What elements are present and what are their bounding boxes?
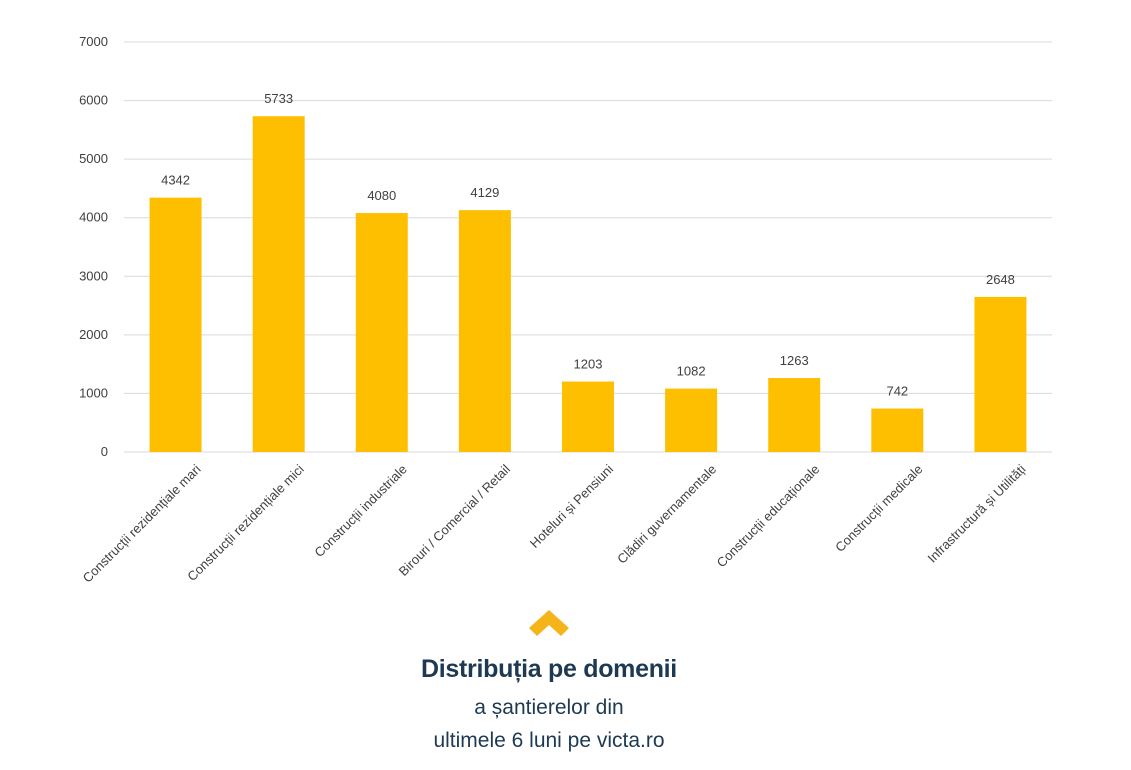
data-labels: 4342 5733 4080 4129 1203 1082 1263 742 2648: [161, 91, 1015, 398]
category-label: Construcții rezidențiale mici: [184, 461, 307, 584]
category-label: Birouri / Comercial / Retail: [396, 461, 513, 578]
bar: [871, 408, 924, 452]
category-label: Hoteluri și Pensiuni: [527, 461, 616, 550]
category-label: Infrastructură și Utilități: [924, 461, 1028, 565]
bar: [355, 213, 408, 452]
data-label: 5733: [264, 91, 293, 106]
y-tick-label: 7000: [79, 34, 108, 49]
bar: [458, 210, 511, 452]
caption-title: Distribuția pe domenii: [421, 655, 677, 683]
category-label: Clădiri guvernamentale: [614, 462, 719, 567]
data-label: 742: [886, 384, 908, 399]
bar-chart: 0 1000 2000 3000 4000 5000 6000 7000 4342 5733 40…: [79, 34, 1052, 586]
data-label: 4342: [161, 173, 190, 188]
x-axis-categories: Construcții rezidențiale mariConstrucții…: [80, 461, 1029, 585]
y-tick-label: 5000: [79, 151, 108, 166]
data-label: 4080: [367, 188, 396, 203]
bar: [665, 388, 718, 452]
data-label: 1263: [780, 353, 809, 368]
bar: [562, 381, 614, 452]
bar: [768, 378, 821, 452]
category-label: Construcții educaționale: [714, 462, 823, 571]
category-label: Construcții industriale: [311, 462, 409, 560]
bars: [149, 116, 1027, 453]
bar: [149, 197, 202, 452]
category-label: Construcții rezidențiale mari: [80, 461, 204, 585]
category-label: Construcții medicale: [832, 462, 925, 555]
bar: [252, 116, 305, 453]
caption-subtitle-line1: a șantierelor din: [474, 696, 624, 719]
data-label: 4129: [470, 185, 499, 200]
y-tick-label: 2000: [79, 327, 108, 342]
caption-subtitle-line2: ultimele 6 luni pe victa.ro: [433, 729, 665, 752]
y-axis-ticks: 0 1000 2000 3000 4000 5000 6000 7000: [79, 34, 108, 459]
data-label: 1082: [677, 364, 706, 379]
chevron-up-icon: [529, 610, 569, 636]
data-label: 1203: [574, 357, 603, 372]
bar: [974, 296, 1027, 452]
y-tick-label: 1000: [79, 385, 108, 400]
data-label: 2648: [986, 272, 1015, 287]
y-tick-label: 3000: [79, 268, 108, 283]
y-tick-label: 4000: [79, 210, 108, 225]
y-tick-label: 0: [101, 444, 108, 459]
y-tick-label: 6000: [79, 93, 108, 108]
